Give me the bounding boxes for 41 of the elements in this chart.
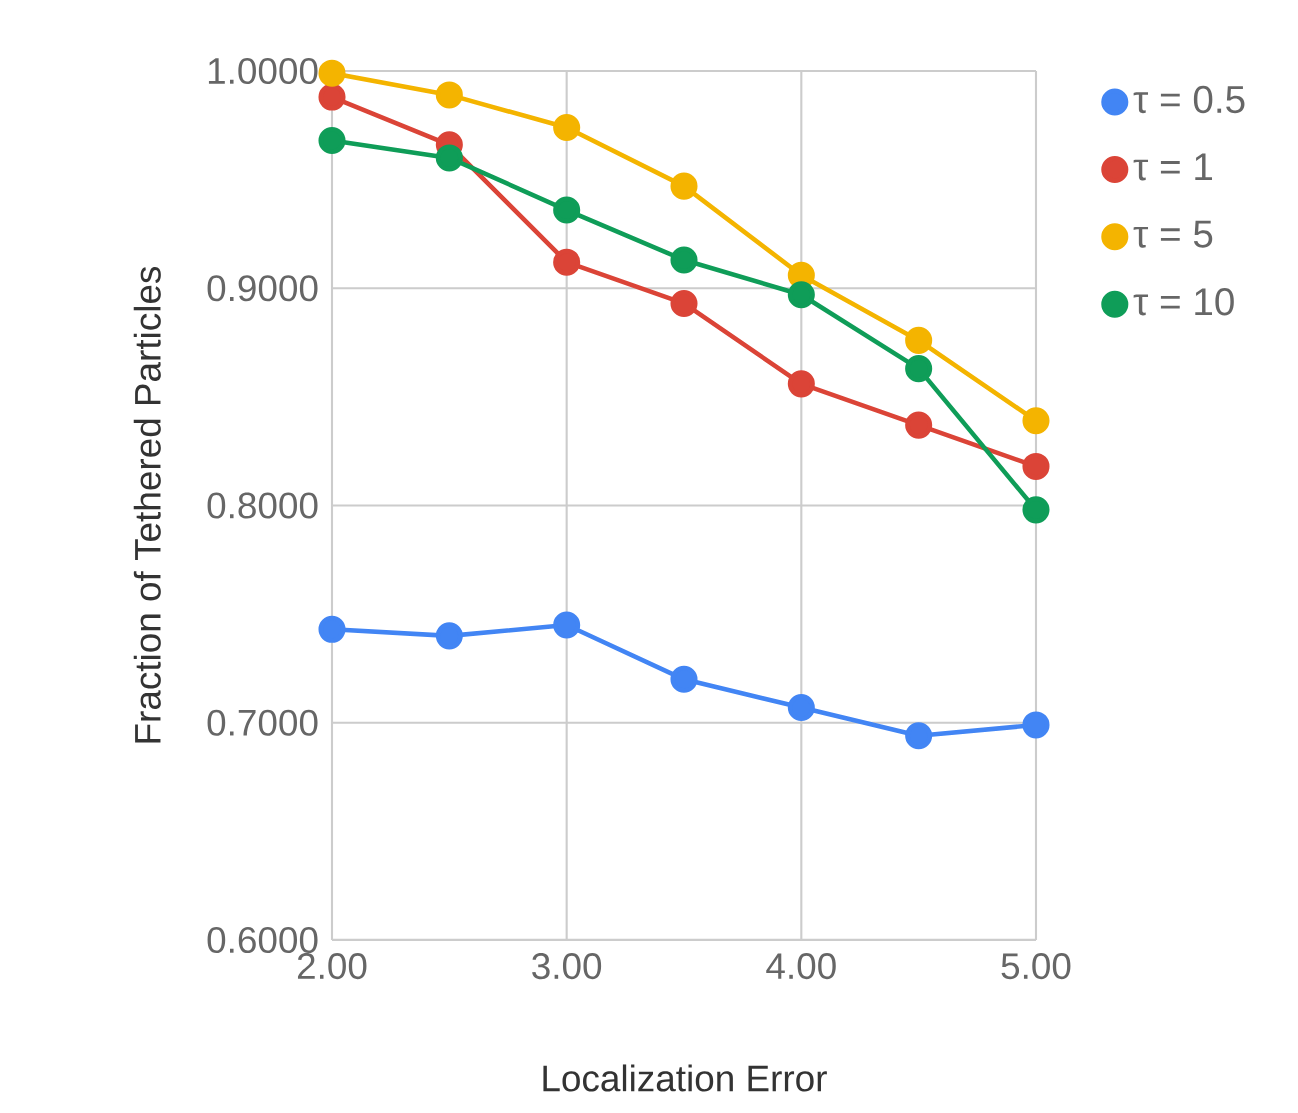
x-axis-title: Localization Error <box>543 1064 827 1092</box>
legend-label: τ = 1 <box>1133 153 1213 181</box>
y-tick-label: 0.6000 <box>207 926 318 954</box>
point <box>318 615 346 643</box>
point <box>670 172 698 200</box>
point <box>670 665 698 693</box>
legend-label: τ = 0.5 <box>1133 85 1245 114</box>
y-tick-label: 0.7000 <box>207 709 318 736</box>
y-tick-label: 1.0000 <box>208 57 318 85</box>
point <box>905 355 933 383</box>
point <box>787 694 815 722</box>
point <box>553 248 581 276</box>
point <box>435 81 463 109</box>
point <box>787 281 815 309</box>
point <box>435 144 463 172</box>
point <box>318 59 346 87</box>
point <box>905 326 933 354</box>
point <box>670 246 698 274</box>
legend-label: τ = 5 <box>1133 220 1213 248</box>
point <box>1022 496 1050 524</box>
y-tick-label: 0.8000 <box>207 492 318 519</box>
y-axis-title: Fraction of Tethered Particles <box>133 266 161 743</box>
point <box>1022 452 1050 480</box>
point <box>318 127 346 155</box>
x-tick-label: 2.00 <box>297 953 367 980</box>
x-tick-label: 3.00 <box>532 953 602 980</box>
point <box>905 722 933 750</box>
point <box>787 370 815 398</box>
x-tick-label: 5.00 <box>1001 953 1071 980</box>
legend-label: τ = 10 <box>1133 288 1234 316</box>
point <box>1022 711 1050 739</box>
point <box>905 411 933 439</box>
x-tick-label: 4.00 <box>766 953 836 980</box>
point <box>553 611 581 639</box>
point <box>553 113 581 142</box>
y-tick-label: 0.9000 <box>207 275 318 302</box>
point <box>553 196 581 224</box>
point <box>318 83 346 111</box>
point <box>1022 407 1050 435</box>
point <box>435 622 463 650</box>
point <box>670 289 698 317</box>
